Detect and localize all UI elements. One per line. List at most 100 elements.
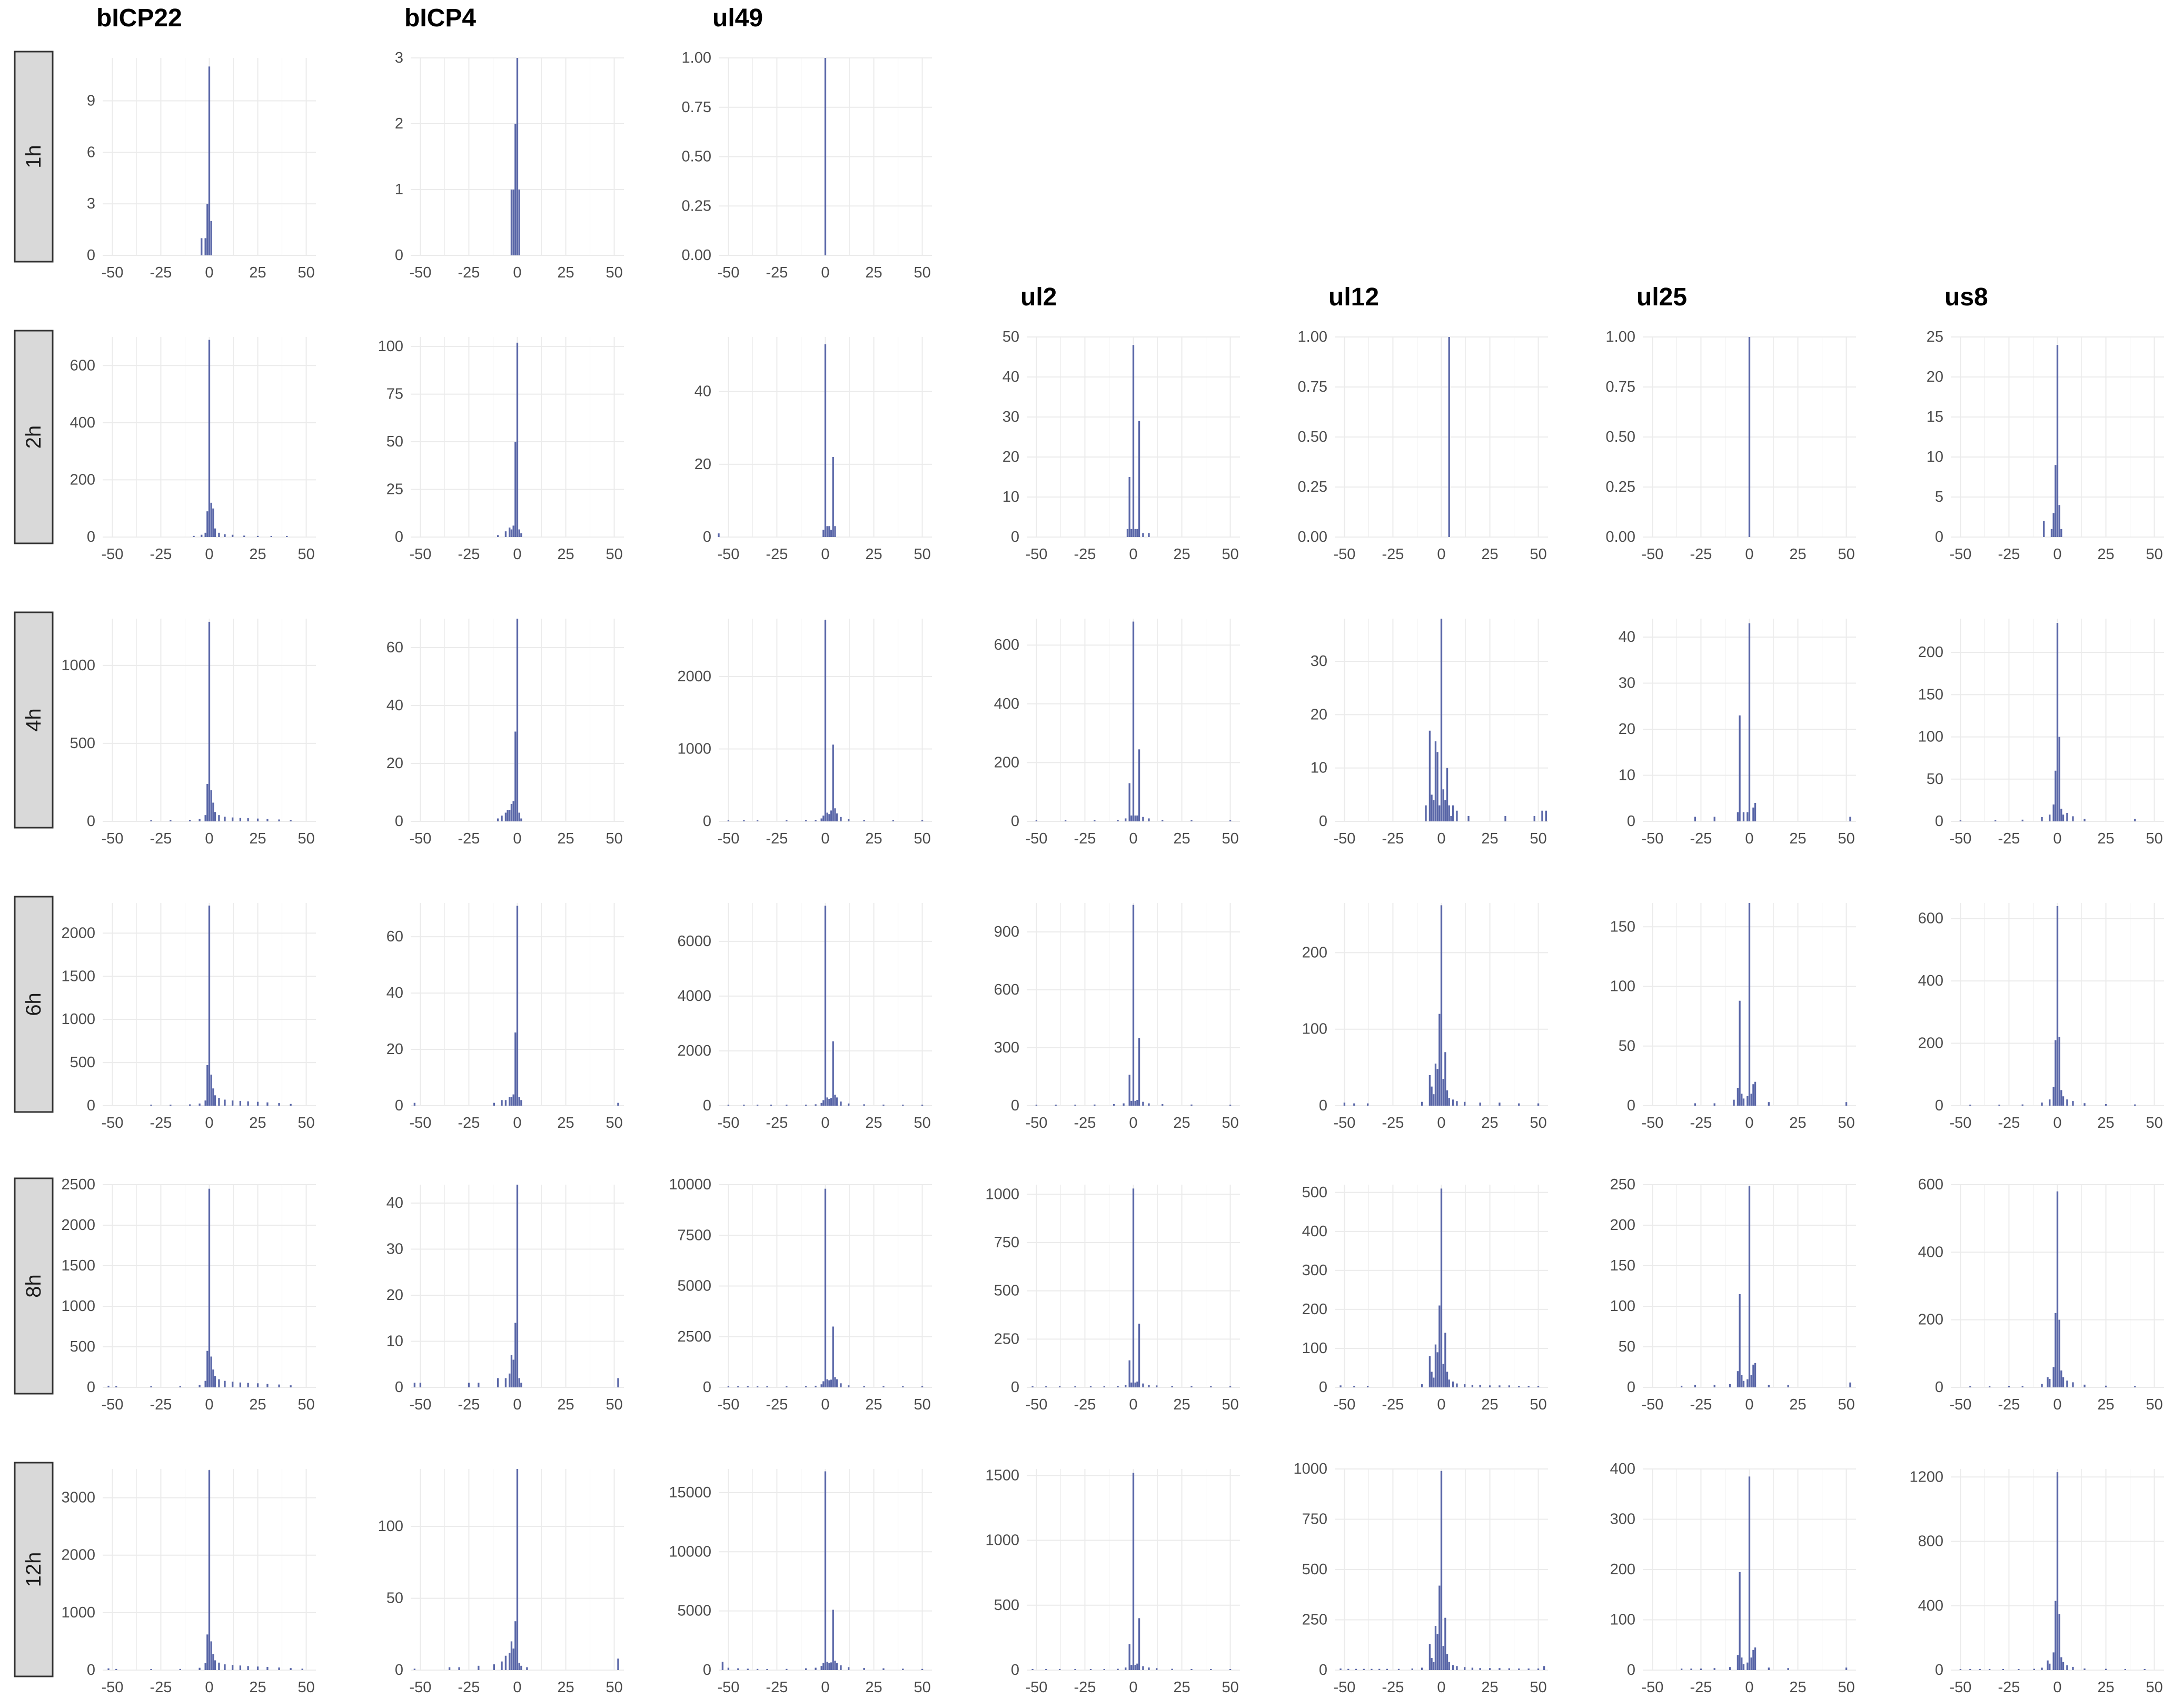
histogram-bar [2002,1669,2005,1670]
histogram-bar [2049,1099,2051,1106]
y-tick-label: 600 [1918,910,1943,927]
histogram-bar [2062,1662,2065,1670]
histogram-bar [2047,1377,2049,1387]
histogram-bar [1694,1385,1696,1387]
histogram-bar [2058,1319,2060,1387]
histogram-bar [1729,1384,1731,1387]
x-tick-label: 25 [2097,1396,2114,1413]
y-tick-label: 10 [1003,489,1019,505]
histogram-bar [210,790,212,821]
histogram-bar [208,340,211,537]
histogram-bar [150,1105,152,1106]
histogram-bar [1074,1105,1076,1106]
y-tick-label: 0 [703,1097,711,1114]
histogram-bar [150,1386,152,1387]
histogram-bar [1489,1668,1491,1670]
x-tick-label: 0 [1129,1396,1137,1413]
histogram-bar [1058,1386,1061,1387]
histogram-bar [413,1383,416,1387]
x-tick-label: 50 [606,1396,622,1413]
histogram-bar [1132,621,1135,821]
histogram-bar [1134,1665,1136,1670]
histogram-bar [1849,817,1851,821]
y-tick-label: 0 [87,1662,95,1679]
histogram-bar [824,344,827,537]
y-tick-label: 400 [1918,1244,1943,1260]
histogram-bar [1229,820,1232,821]
panel-us8-4h: 0 50 100 150 200 -50 -25 0 25 50 [1918,619,2164,847]
y-tick-label: 2 [395,115,403,132]
x-tick-label: 50 [914,830,930,847]
x-tick-label: 0 [821,830,829,847]
histogram-bar [1541,810,1543,821]
facet-strip-label: 2h [22,425,45,449]
histogram-bar [1138,1324,1140,1387]
x-tick-label: -25 [1998,830,2020,847]
histogram-bar [290,1385,292,1387]
histogram-bar [2124,1669,2127,1670]
histogram-bar [290,1668,292,1670]
x-tick-label: -50 [717,1115,739,1131]
histogram-bar [501,1661,503,1670]
facet-strip-box [14,1177,54,1395]
x-tick-label: 25 [249,1396,266,1413]
histogram-bar [805,1668,807,1670]
x-tick-label: 25 [865,546,882,563]
x-tick-label: -50 [717,546,739,563]
histogram-bar [1031,1669,1034,1670]
histogram-bar [247,1666,249,1670]
histogram-bar [840,817,842,821]
y-tick-label: 400 [70,414,95,431]
panel-ul12-4h: 0 10 20 30 -50 -25 0 25 50 [1311,619,1548,847]
y-tick-label: 1000 [985,1532,1019,1549]
y-tick-label: 1000 [985,1186,1019,1203]
histogram-bar [218,1098,220,1106]
y-tick-label: 0 [395,1662,403,1679]
y-tick-label: 20 [1311,706,1327,723]
histogram-bar [1849,1382,1851,1387]
x-tick-label: 50 [1530,830,1546,847]
y-tick-label: 0 [1627,1097,1635,1114]
histogram-bar [1366,1386,1369,1387]
histogram-bar [1031,1386,1034,1387]
histogram-bar [2060,808,2062,821]
y-tick-label: 10 [1619,767,1635,784]
histogram-bar [1456,1383,1458,1387]
histogram-bar [520,818,522,821]
histogram-bar [1058,1669,1061,1670]
histogram-bar [278,1103,280,1106]
x-tick-label: -25 [766,1679,788,1696]
x-tick-label: -50 [717,1679,739,1696]
y-tick-label: 15000 [669,1484,711,1501]
x-tick-label: -25 [766,830,788,847]
y-tick-label: 750 [1302,1511,1327,1528]
x-tick-label: -50 [1333,1679,1355,1696]
histogram-bar [1132,1473,1135,1670]
histogram-bar [218,815,220,821]
histogram-bar [2062,815,2065,821]
histogram-bar [1136,1100,1138,1106]
histogram-bar [210,221,212,255]
histogram-bar [902,1386,904,1387]
y-tick-label: 40 [386,697,403,714]
x-tick-label: -50 [1641,830,1663,847]
histogram-bar [1433,1377,1435,1387]
histogram-bar [2056,623,2059,821]
y-tick-label: 2000 [61,1547,95,1564]
y-tick-label: 300 [994,1039,1019,1056]
histogram-bar [2060,1370,2062,1387]
histogram-bar [239,1100,242,1106]
histogram-bar [1421,1101,1423,1106]
histogram-bar [2058,505,2060,537]
histogram-bar [247,818,249,821]
histogram-bar [848,1667,850,1670]
histogram-bar [1752,1650,1754,1670]
histogram-bar [1729,1667,1731,1670]
histogram-bar [510,804,513,821]
histogram-bar [1190,1386,1193,1387]
x-tick-label: -25 [458,830,480,847]
y-tick-label: 2000 [677,1042,711,1059]
histogram-bar [1748,903,1751,1106]
x-tick-label: 0 [1745,1115,1753,1131]
panel-ul49-1h: 0.00 0.25 0.50 0.75 1.00 -50 -25 0 25 50 [682,49,932,281]
